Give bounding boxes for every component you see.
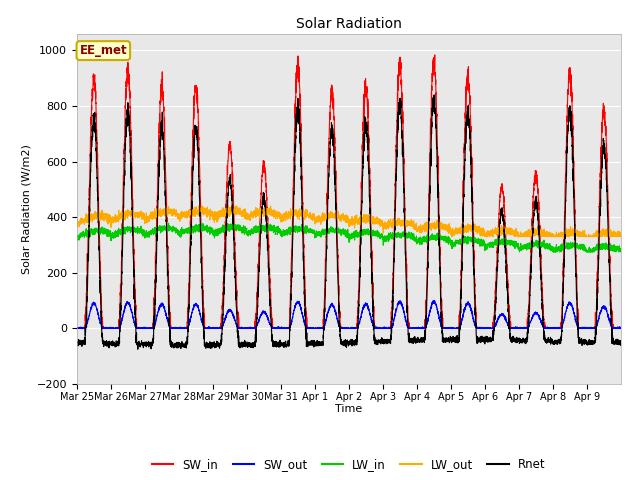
LW_out [617,230,625,236]
Rnet [186,284,193,290]
SW_out [73,325,81,331]
Line: SW_in: SW_in [77,55,621,328]
LW_in [498,239,506,244]
SW_in [539,296,547,301]
LW_out [448,234,456,240]
LW_in [186,225,193,231]
SW_in [498,182,506,188]
LW_in [539,242,547,248]
SW_in [525,301,532,307]
SW_out [398,303,406,309]
LW_out [398,219,406,225]
X-axis label: Time: Time [335,405,362,414]
LW_out [73,225,81,231]
Rnet [398,135,406,141]
Line: SW_out: SW_out [77,300,621,328]
LW_in [398,231,406,237]
Rnet [431,92,438,98]
SW_out [369,323,376,328]
LW_out [195,203,202,209]
LW_out [498,228,506,234]
Rnet [525,319,532,325]
Y-axis label: Solar Radiation (W/m2): Solar Radiation (W/m2) [21,144,31,274]
SW_out [539,323,547,328]
Line: LW_in: LW_in [77,223,621,252]
SW_out [498,312,506,318]
Line: LW_out: LW_out [77,206,621,237]
LW_out [539,229,547,235]
Legend: SW_in, SW_out, LW_in, LW_out, Rnet: SW_in, SW_out, LW_in, LW_out, Rnet [147,454,550,476]
SW_out [186,319,193,324]
SW_in [617,325,625,331]
SW_in [186,263,193,268]
LW_out [186,210,193,216]
SW_out [525,322,532,328]
Rnet [73,339,81,345]
LW_in [516,249,524,255]
Rnet [617,342,625,348]
Rnet [498,205,506,211]
LW_in [617,245,625,251]
SW_in [73,325,81,331]
Rnet [369,298,377,303]
SW_in [398,96,406,102]
SW_in [369,292,376,298]
Text: EE_met: EE_met [79,44,127,57]
SW_out [396,298,404,303]
Line: Rnet: Rnet [77,95,621,349]
LW_in [73,239,81,245]
Rnet [539,318,547,324]
LW_out [525,232,532,238]
LW_out [369,214,377,220]
Rnet [134,347,141,352]
SW_out [617,325,625,331]
SW_in [431,52,438,58]
LW_in [525,242,532,248]
Title: Solar Radiation: Solar Radiation [296,17,402,31]
LW_in [164,220,172,226]
LW_in [369,228,377,234]
